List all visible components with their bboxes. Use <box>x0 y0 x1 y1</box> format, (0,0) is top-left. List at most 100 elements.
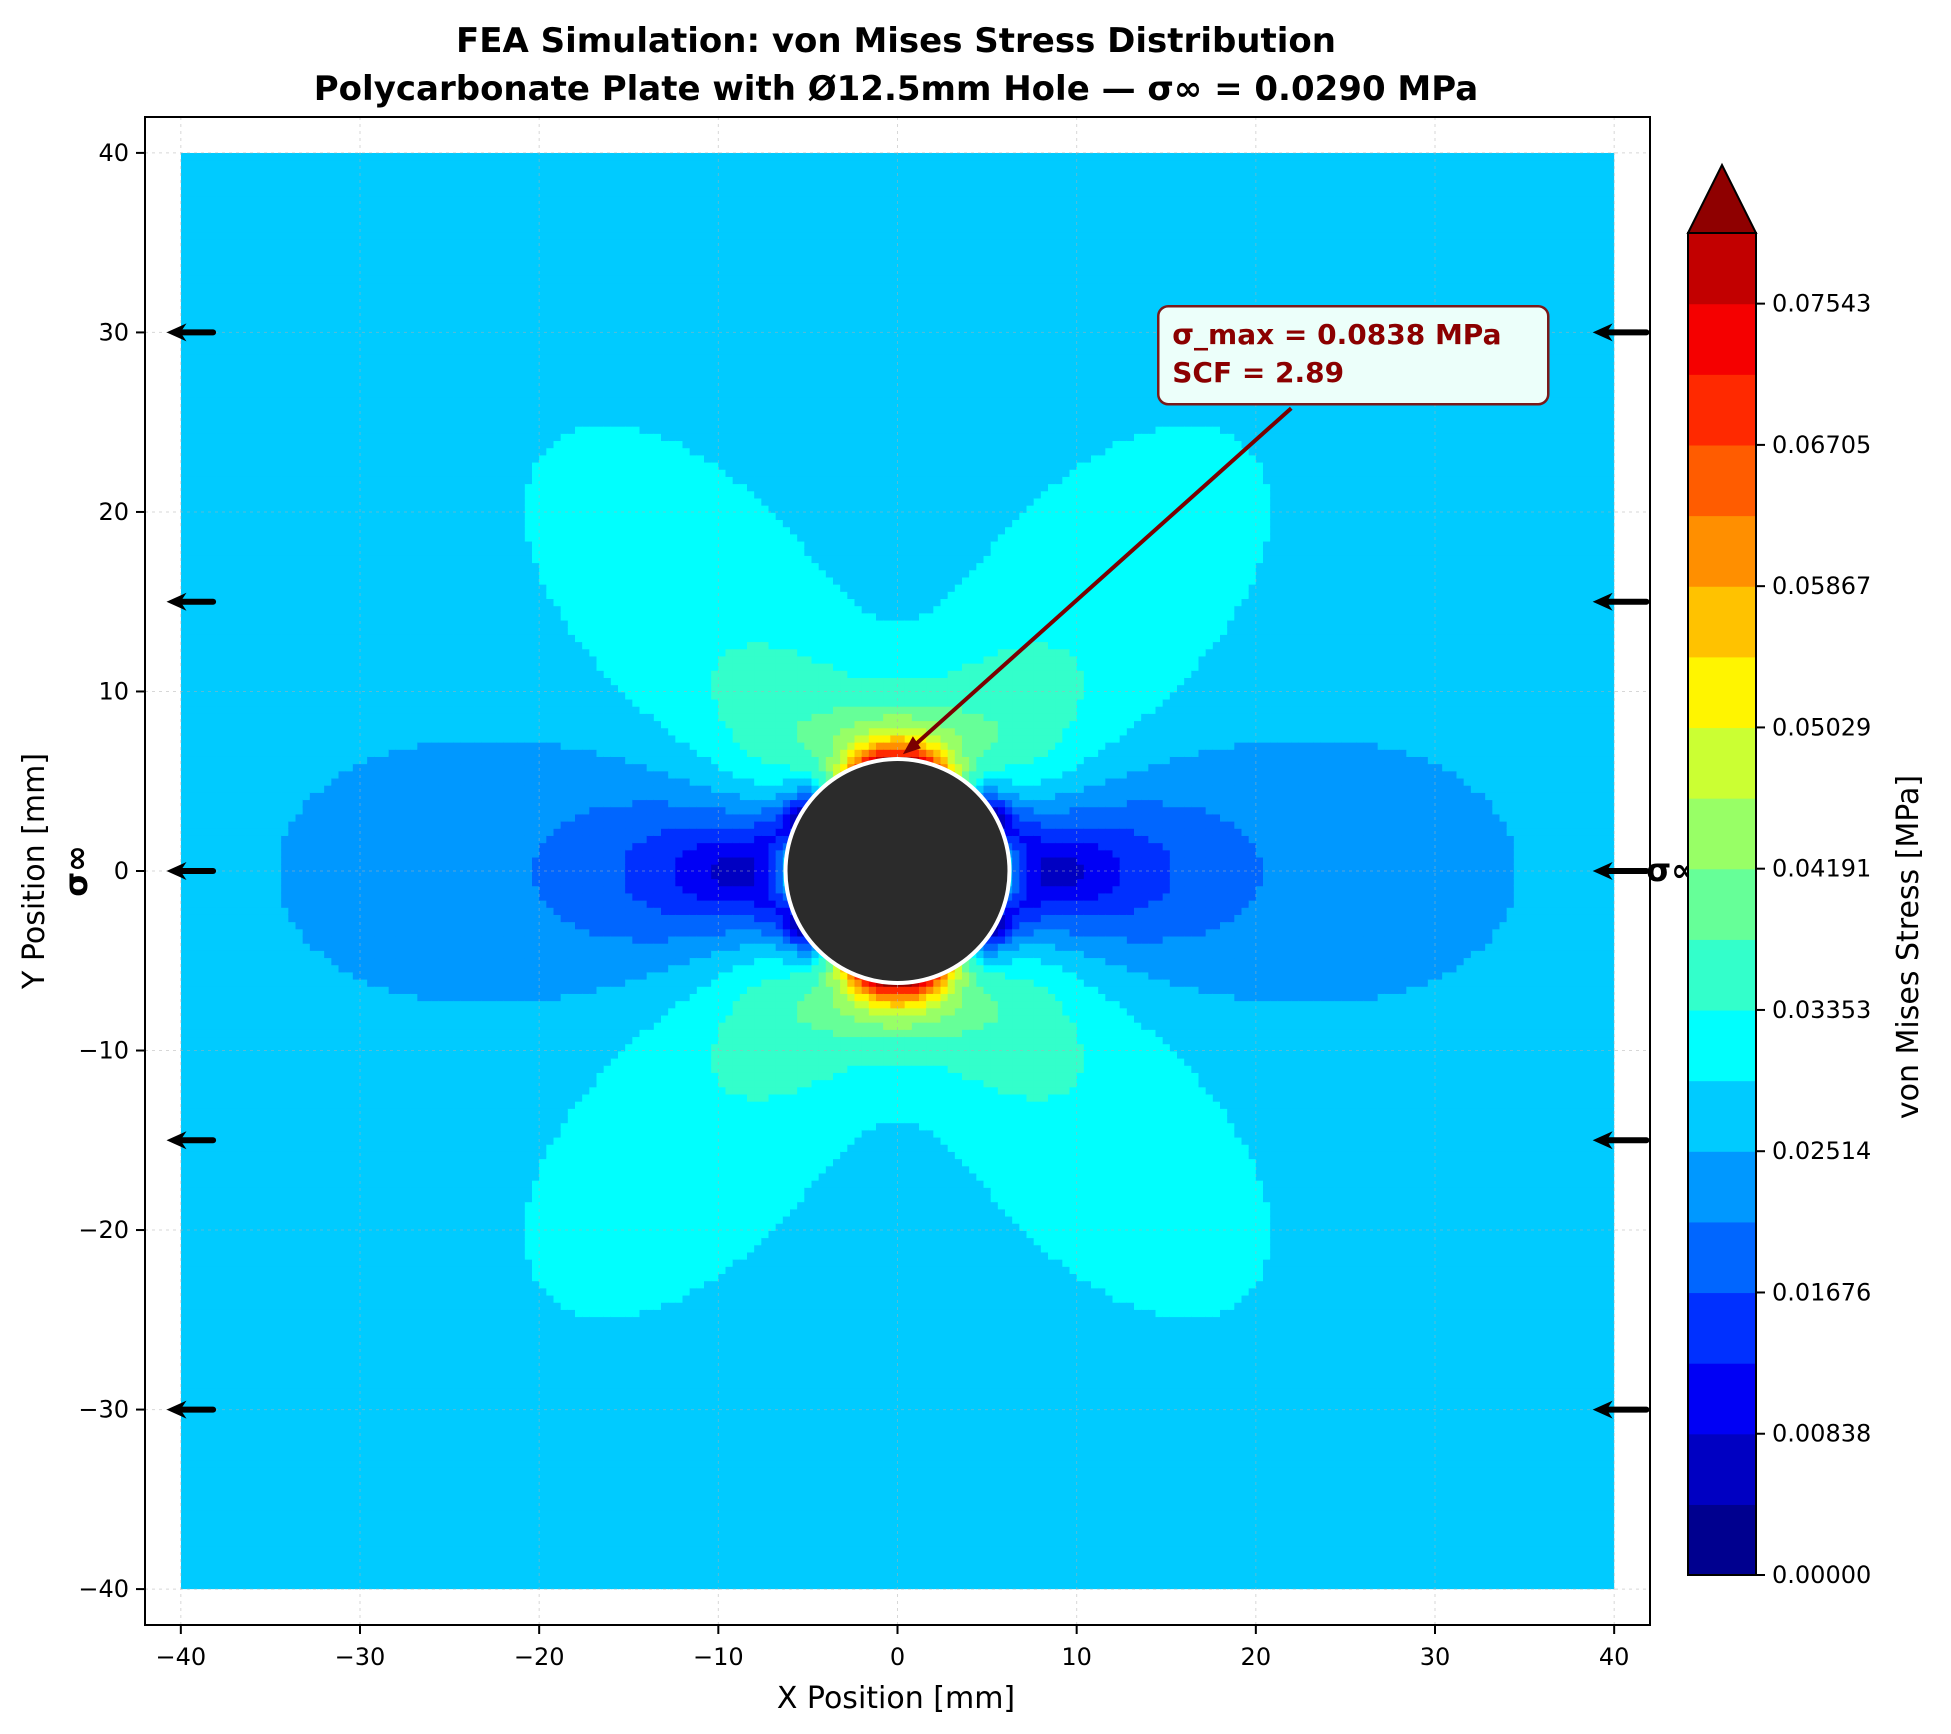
contour-cell-360 <box>188 433 196 441</box>
contour-cell-4113 <box>324 770 332 778</box>
contour-cell-4059 <box>324 1158 332 1166</box>
contour-cell-1818 <box>245 1453 253 1461</box>
contour-cell-2805 <box>281 1546 289 1554</box>
contour-cell-1031 <box>217 1359 225 1367</box>
contour-cell-4626 <box>346 1395 354 1403</box>
contour-cell-385 <box>188 253 196 261</box>
contour-cell-463 <box>195 1130 203 1138</box>
contour-cell-89 <box>181 943 189 951</box>
contour-cell-4146 <box>324 533 332 541</box>
contour-cell-2742 <box>274 562 282 570</box>
contour-cell-779 <box>202 297 210 305</box>
contour-cell-2978 <box>281 304 289 312</box>
contour-cell-3054 <box>288 1194 296 1202</box>
contour-cell-2816 <box>281 1467 289 1475</box>
contour-cell-3314 <box>296 763 304 771</box>
contour-cell-3341 <box>296 569 304 577</box>
contour-cell-4774 <box>346 332 354 340</box>
contour-cell-4545 <box>339 541 347 549</box>
contour-cell-1443 <box>231 1273 239 1281</box>
contour-cell-3117 <box>288 742 296 750</box>
contour-cell-3393 <box>296 196 304 204</box>
contour-cell-2199 <box>253 153 261 161</box>
contour-cell-1815 <box>245 1474 253 1482</box>
contour-cell-4673 <box>346 1058 354 1066</box>
contour-cell-1713 <box>238 770 246 778</box>
contour-cell-3864 <box>317 1122 325 1130</box>
contour-cell-2864 <box>281 1122 289 1130</box>
contour-cell-2482 <box>267 993 275 1001</box>
contour-cell-1643 <box>238 1273 246 1281</box>
contour-cell-3912 <box>317 778 325 786</box>
contour-cell-105 <box>181 828 189 836</box>
contour-cell-2416 <box>267 1467 275 1475</box>
contour-cell-4248 <box>331 1237 339 1245</box>
contour-cell-1286 <box>224 964 232 972</box>
contour-cell-792 <box>202 203 210 211</box>
contour-cell-1674 <box>238 1051 246 1059</box>
contour-cell-709 <box>202 799 210 807</box>
contour-cell-4223 <box>331 1417 339 1425</box>
contour-cell-2803 <box>281 1560 289 1568</box>
contour-cell-3819 <box>317 1445 325 1453</box>
contour-cell-2196 <box>253 174 261 182</box>
contour-cell-1990 <box>245 218 253 226</box>
contour-cell-3289 <box>296 943 304 951</box>
contour-cell-2018 <box>253 1453 261 1461</box>
contour-cell-4456 <box>339 1180 347 1188</box>
contour-cell-3065 <box>288 1115 296 1123</box>
contour-cell-4502 <box>339 849 347 857</box>
contour-cell-3572 <box>303 347 311 355</box>
contour-cell-1809 <box>245 1517 253 1525</box>
contour-cell-1248 <box>224 1237 232 1245</box>
contour-cell-3356 <box>296 462 304 470</box>
contour-cell-3419 <box>303 1445 311 1453</box>
contour-cell-1824 <box>245 1410 253 1418</box>
contour-cell-983 <box>210 268 218 276</box>
contour-cell-1136 <box>217 605 225 613</box>
contour-cell-911 <box>210 785 218 793</box>
contour-cell-171 <box>181 354 189 362</box>
contour-cell-503 <box>195 842 203 850</box>
contour-cell-3467 <box>303 1101 311 1109</box>
contour-cell-970 <box>210 361 218 369</box>
contour-cell-2307 <box>260 814 268 822</box>
contour-cell-3617 <box>310 1460 318 1468</box>
contour-cell-1147 <box>217 526 225 534</box>
contour-cell-610 <box>202 1510 210 1518</box>
contour-cell-1909 <box>245 799 253 807</box>
contour-cell-586 <box>195 246 203 254</box>
contour-cell-2084 <box>253 979 261 987</box>
contour-cell-2894 <box>281 907 289 915</box>
contour-cell-3263 <box>296 1130 304 1138</box>
contour-cell-1721 <box>238 713 246 721</box>
contour-cell-1761 <box>238 426 246 434</box>
contour-cell-4777 <box>346 311 354 319</box>
contour-cell-1417 <box>231 1460 239 1468</box>
contour-cell-1943 <box>245 555 253 563</box>
contour-cell-3432 <box>303 1352 311 1360</box>
contour-cell-1703 <box>238 842 246 850</box>
contour-cell-4386 <box>331 246 339 254</box>
contour-cell-4362 <box>331 419 339 427</box>
contour-cell-3298 <box>296 878 304 886</box>
contour-cell-856 <box>210 1180 218 1188</box>
contour-cell-237 <box>188 1316 196 1324</box>
contour-cell-2031 <box>253 1359 261 1367</box>
contour-cell-2974 <box>281 332 289 340</box>
contour-cell-4363 <box>331 411 339 419</box>
contour-cell-2669 <box>274 1086 282 1094</box>
contour-cell-1446 <box>231 1252 239 1260</box>
contour-cell-16 <box>181 1467 189 1475</box>
contour-cell-4772 <box>346 347 354 355</box>
contour-cell-3278 <box>296 1022 304 1030</box>
contour-cell-1137 <box>217 598 225 606</box>
contour-cell-4414 <box>339 1481 347 1489</box>
contour-cell-1960 <box>245 433 253 441</box>
contour-cell-4640 <box>346 1295 354 1303</box>
contour-cell-1876 <box>245 1036 253 1044</box>
contour-cell-999 <box>210 153 218 161</box>
contour-cell-777 <box>202 311 210 319</box>
contour-cell-4171 <box>324 354 332 362</box>
contour-cell-4567 <box>339 383 347 391</box>
